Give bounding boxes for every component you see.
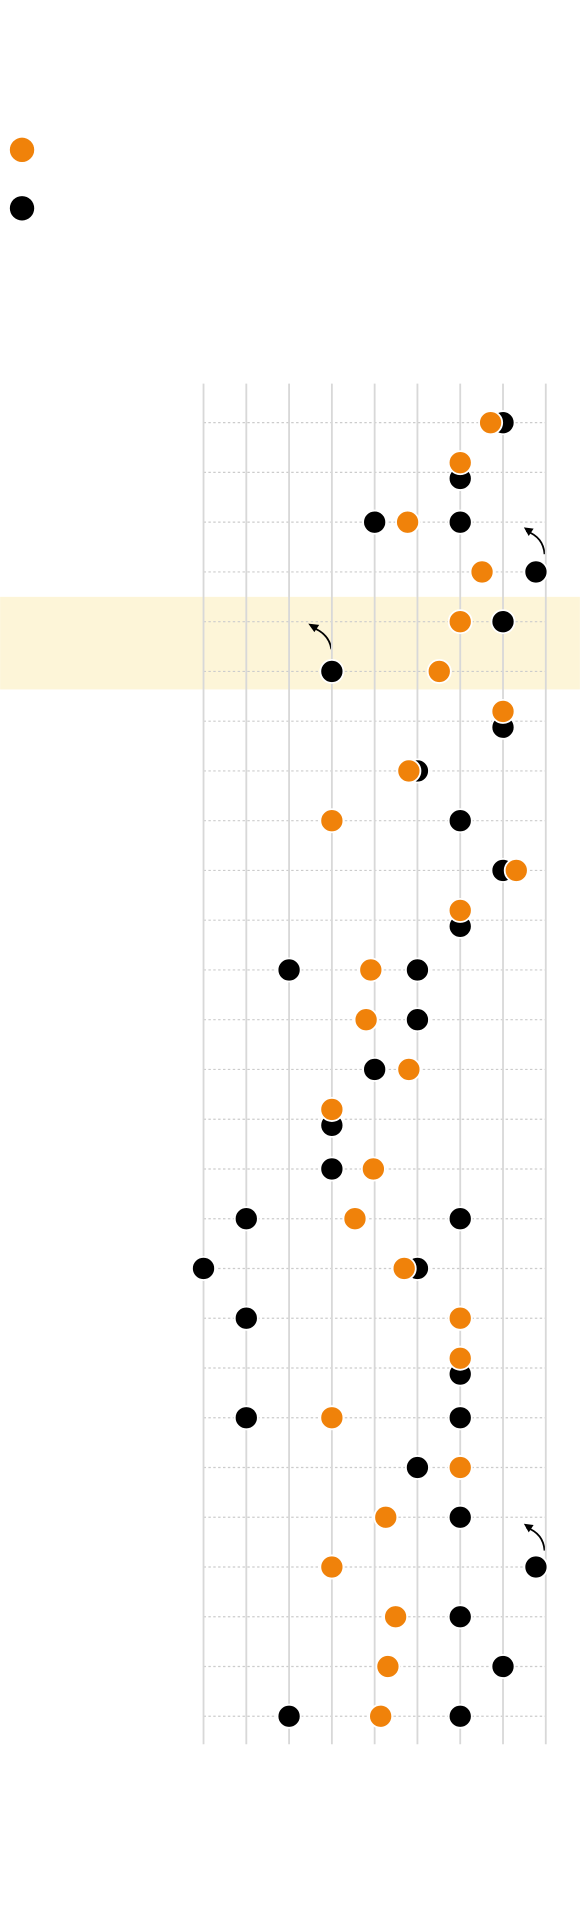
legend-marker bbox=[9, 196, 35, 221]
dot bbox=[469, 559, 495, 585]
dot bbox=[404, 1007, 430, 1033]
dot bbox=[490, 609, 516, 635]
dot bbox=[319, 658, 345, 684]
dot bbox=[447, 1345, 473, 1371]
dot bbox=[276, 1703, 302, 1729]
legend-marker bbox=[9, 137, 35, 163]
dot bbox=[360, 1156, 386, 1182]
dot bbox=[447, 609, 473, 635]
arrow-head bbox=[308, 623, 320, 633]
dot bbox=[447, 1305, 473, 1331]
dot bbox=[447, 450, 473, 476]
dot bbox=[233, 1206, 259, 1232]
arrow-head bbox=[523, 527, 534, 536]
dot bbox=[362, 509, 388, 535]
dot bbox=[191, 1255, 217, 1281]
dot bbox=[447, 509, 473, 535]
dot bbox=[319, 1405, 345, 1431]
dot bbox=[426, 658, 452, 684]
dot bbox=[233, 1305, 259, 1331]
dot bbox=[523, 559, 549, 585]
dot bbox=[368, 1703, 394, 1729]
dot bbox=[319, 1554, 345, 1580]
dot bbox=[358, 957, 384, 983]
dot bbox=[478, 410, 504, 436]
arrows bbox=[308, 527, 546, 1551]
arrow-head bbox=[523, 1523, 534, 1533]
dot bbox=[319, 1156, 345, 1182]
dot bbox=[447, 808, 473, 834]
dot bbox=[353, 1007, 379, 1033]
dot bbox=[447, 1703, 473, 1729]
dot bbox=[447, 1206, 473, 1232]
dot bbox=[362, 1056, 388, 1082]
dot bbox=[375, 1654, 401, 1679]
dot bbox=[383, 1604, 409, 1630]
dot bbox=[523, 1554, 549, 1580]
highlight-band bbox=[0, 596, 580, 690]
dot bbox=[319, 808, 345, 834]
dot bbox=[447, 897, 473, 923]
dot bbox=[233, 1405, 259, 1431]
dot bbox=[319, 1096, 345, 1122]
dot bbox=[342, 1206, 368, 1232]
dot bbox=[373, 1504, 399, 1530]
dot bbox=[447, 1504, 473, 1530]
dot bbox=[490, 1654, 516, 1679]
dot bbox=[276, 957, 302, 983]
dot bbox=[396, 1056, 422, 1082]
dot bbox=[404, 957, 430, 983]
dot bbox=[447, 1604, 473, 1630]
dot bbox=[395, 509, 421, 535]
dot bbox=[391, 1255, 417, 1281]
dot bbox=[447, 1405, 473, 1431]
dot bbox=[404, 1454, 430, 1480]
dot bbox=[396, 758, 422, 784]
dot bbox=[503, 857, 529, 883]
dot bbox=[447, 1454, 473, 1480]
dot bbox=[490, 698, 516, 724]
